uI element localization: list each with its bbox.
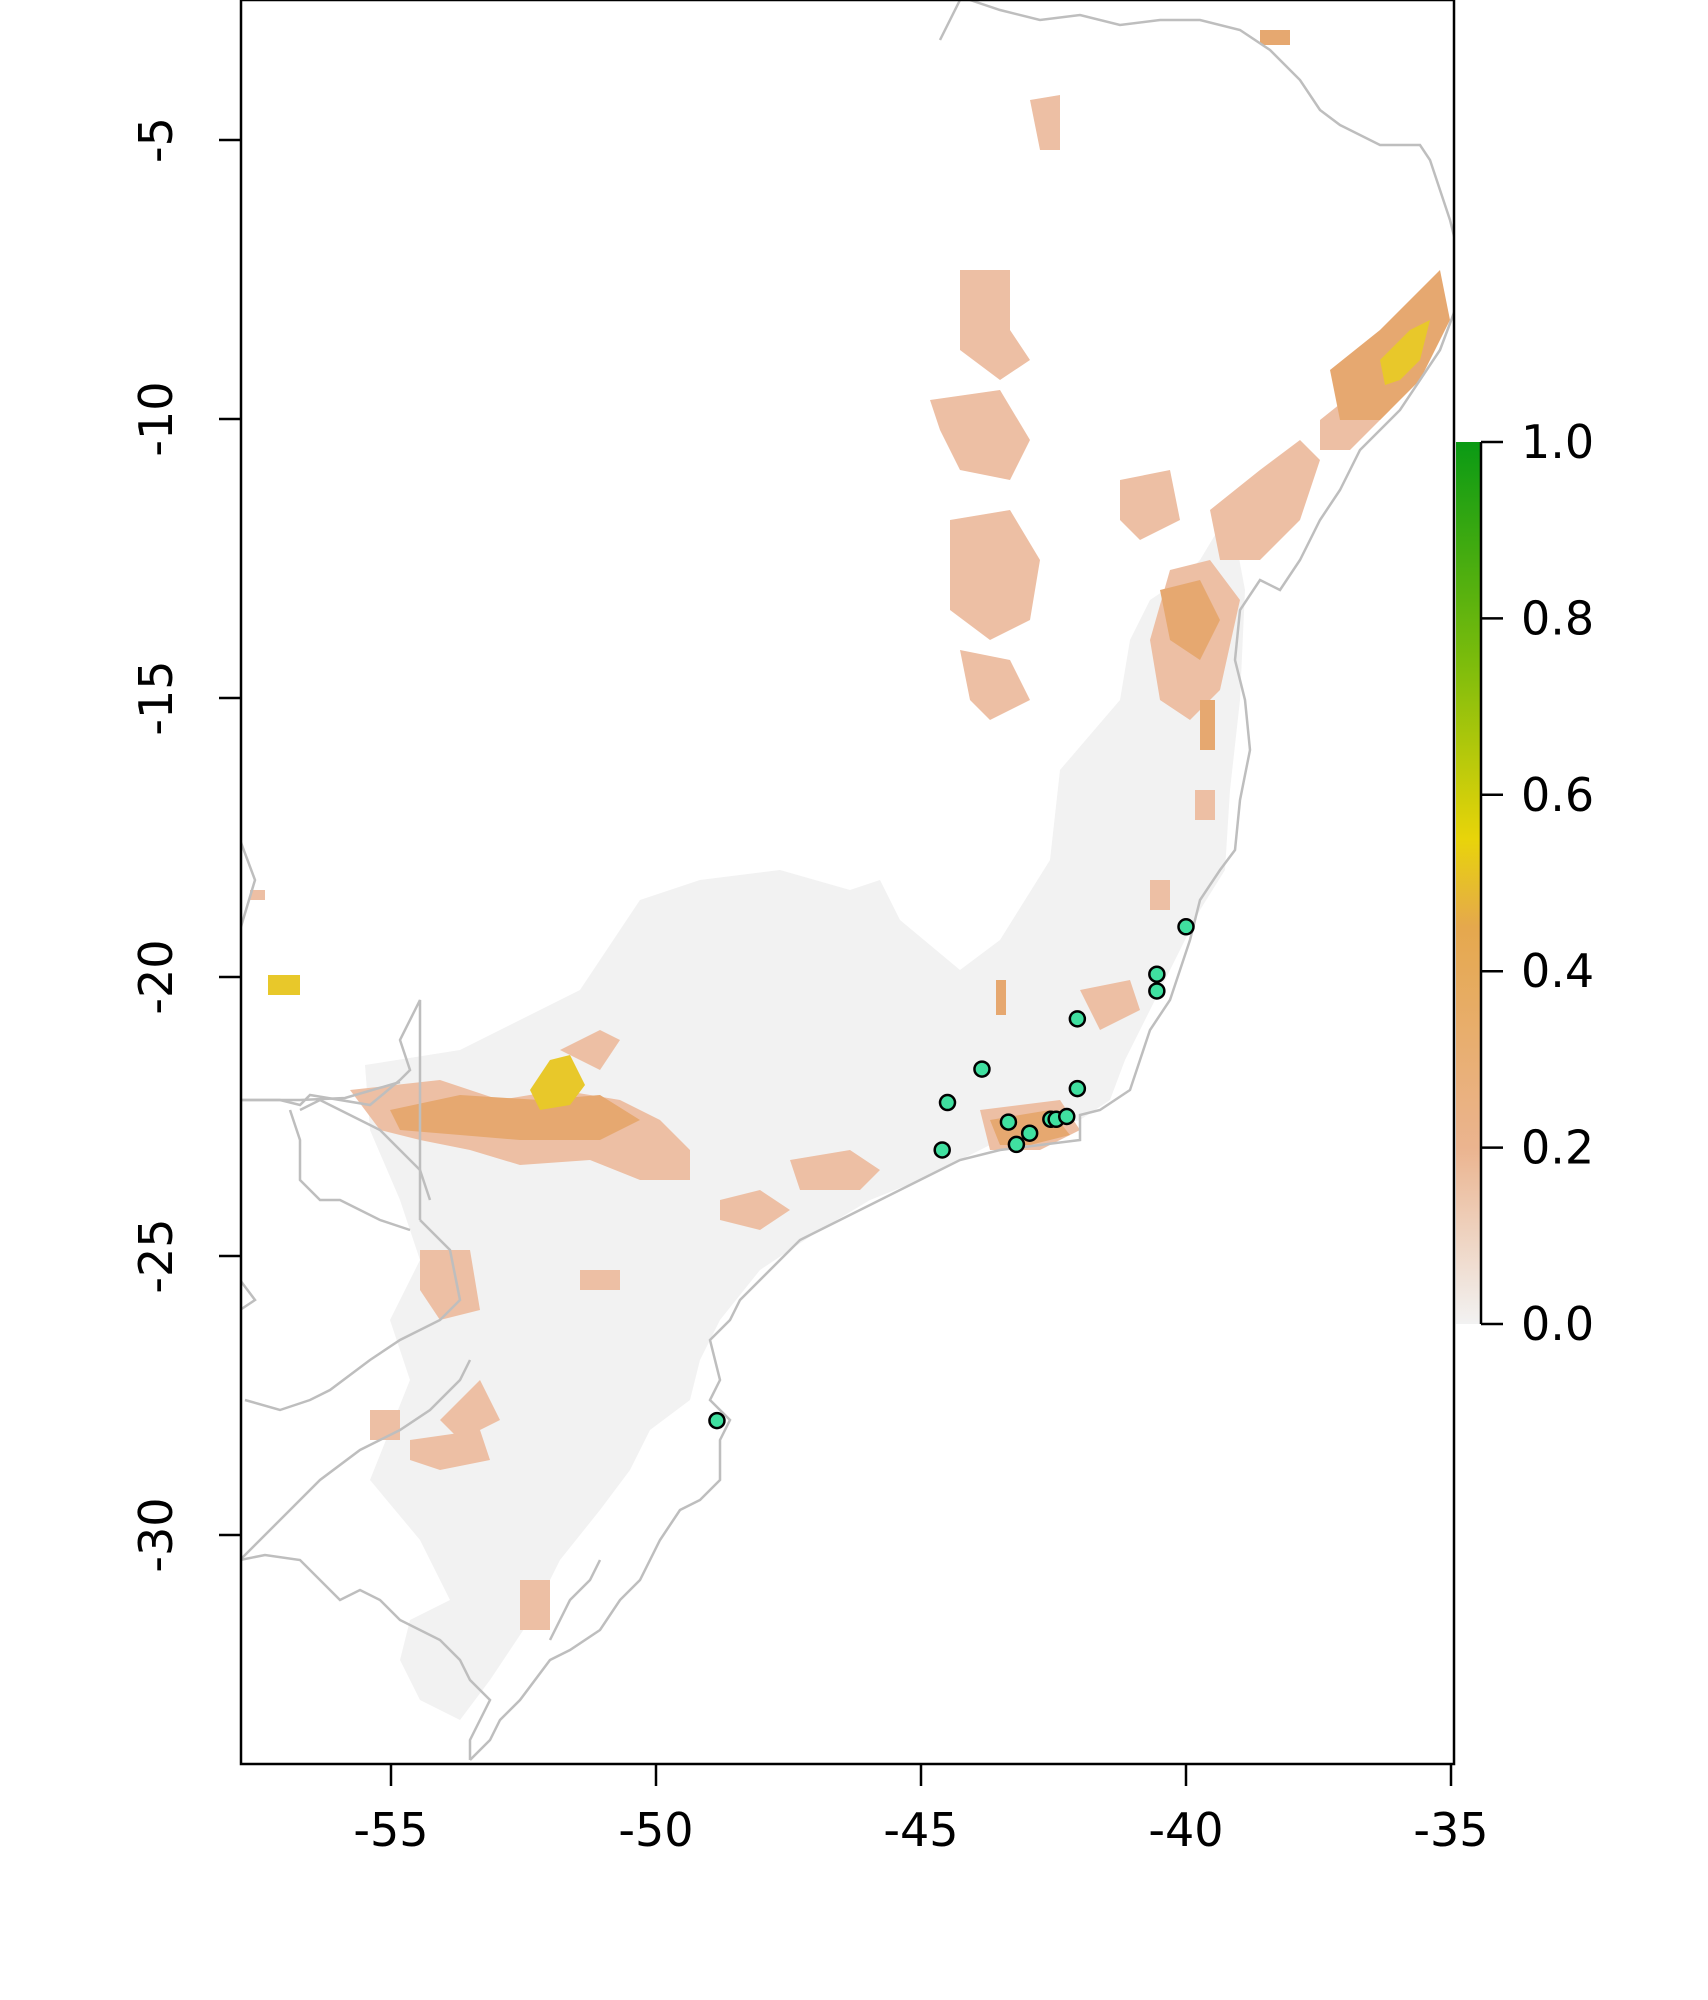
y-axis: -5 -10 -15 -20 -25 -30 — [129, 117, 241, 1573]
y-tick-label: -20 — [129, 939, 183, 1014]
legend-tick-label: 0.8 — [1521, 591, 1594, 645]
high-suitability-areas — [268, 320, 1430, 1110]
y-tick-label: -10 — [129, 381, 183, 456]
occurrence-point — [999, 1113, 1018, 1131]
occurrence-point — [1058, 1107, 1076, 1126]
x-tick-label: -45 — [883, 1803, 958, 1857]
occurrence-point — [1068, 1010, 1087, 1028]
legend-tick-label: 0.2 — [1521, 1121, 1594, 1175]
study-region-background — [365, 510, 1245, 1720]
x-axis: -55 -50 -45 -40 -35 — [353, 1764, 1489, 1857]
occurrence-point — [708, 1411, 726, 1430]
x-tick-label: -50 — [618, 1803, 693, 1857]
y-tick-label: -15 — [129, 660, 183, 735]
legend-tick-label: 0.4 — [1521, 944, 1594, 998]
legend-tick-label: 0.6 — [1521, 768, 1594, 822]
plot-frame — [239, 0, 1456, 1766]
occurrence-points — [708, 918, 1195, 1430]
occurrence-point — [1020, 1124, 1039, 1142]
x-tick-label: -55 — [353, 1803, 428, 1857]
occurrence-point — [1068, 1079, 1087, 1098]
x-tick-label: -35 — [1413, 1803, 1488, 1857]
y-tick-label: -5 — [129, 117, 183, 163]
occurrence-point — [1177, 918, 1195, 936]
legend-axis: 1.0 0.8 0.6 0.4 0.2 0.0 — [1479, 415, 1594, 1351]
occurrence-point — [933, 1141, 951, 1159]
occurrence-point — [1148, 982, 1166, 1000]
legend-colorbar — [1456, 442, 1481, 1324]
occurrence-point — [1007, 1135, 1026, 1154]
occurrence-point — [938, 1093, 957, 1112]
medium-suitability-areas — [390, 30, 1450, 1145]
legend-tick-label: 1.0 — [1521, 415, 1594, 469]
coastline — [240, 0, 1454, 1761]
occurrence-point — [1148, 965, 1166, 983]
x-tick-label: -40 — [1148, 1803, 1223, 1857]
y-tick-label: -30 — [129, 1497, 183, 1572]
occurrence-point — [973, 1060, 991, 1078]
legend-tick-label: 0.0 — [1521, 1297, 1594, 1351]
y-tick-label: -25 — [129, 1218, 183, 1293]
